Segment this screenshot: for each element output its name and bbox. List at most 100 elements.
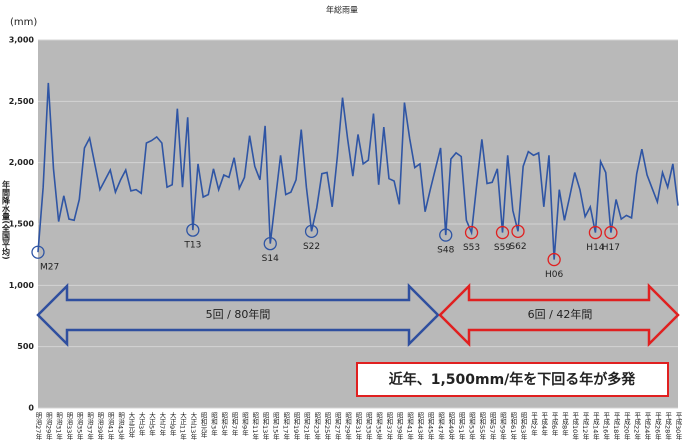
x-tick-label: 明治31年 — [55, 412, 63, 441]
y-tick-label: 1,500 — [9, 220, 35, 229]
x-tick-label: 昭和41年 — [406, 412, 414, 441]
highlight-marker — [304, 224, 319, 239]
x-tick-label: 昭和元年 — [199, 412, 207, 440]
x-tick-label: 昭和43年 — [416, 412, 424, 441]
arrows: 5回 / 80年間 6回 / 42年間 — [36, 282, 680, 348]
x-tick-label: 昭和55年 — [478, 412, 486, 441]
x-tick-label: 平成20年 — [622, 412, 630, 441]
x-tick-label: 明治29年 — [44, 412, 52, 441]
highlight-marker — [464, 225, 479, 240]
x-tick-label: 昭和13年 — [261, 412, 269, 441]
highlight-marker — [31, 245, 45, 259]
point-label: T13 — [183, 241, 201, 251]
y-tick-label: 2,500 — [9, 97, 35, 106]
x-tick-label: 大正7年 — [158, 411, 166, 437]
point-label: S59 — [494, 243, 511, 253]
x-tick-label: 平成2年 — [529, 412, 537, 437]
x-tick-label: 昭和9年 — [240, 412, 248, 437]
y-tick-label: 500 — [17, 342, 34, 351]
y-tick-label: 3,000 — [9, 36, 35, 45]
data-line — [37, 82, 679, 260]
x-tick-label: 昭和21年 — [302, 412, 310, 441]
x-tick-label: 明治39年 — [96, 412, 104, 441]
x-tick-label: 平成8年 — [560, 412, 568, 437]
x-tick-label: 昭和51年 — [457, 412, 465, 441]
y-axis-label: 年間降水量(全国平均) — [1, 179, 11, 259]
x-tick-label: 昭和5年 — [220, 412, 228, 437]
x-tick-label: 昭和29年 — [344, 412, 352, 441]
highlight-marker — [588, 225, 603, 240]
x-tick-label: 明治27年 — [34, 412, 42, 441]
x-tick-label: 大正3年 — [137, 411, 145, 437]
point-label: M27 — [40, 263, 59, 273]
x-tick-label: 昭和23年 — [313, 412, 321, 441]
highlight-marker — [604, 225, 618, 240]
point-label: H06 — [545, 270, 563, 280]
note: 近年、1,500mm/年を下回る年が多発 — [389, 371, 637, 388]
x-tick-label: 大正11年 — [179, 411, 187, 441]
x-tick-label: 平成6年 — [550, 412, 558, 437]
arrow-label: 6回 / 42年間 — [528, 307, 593, 321]
x-tick-label: 昭和53年 — [468, 412, 476, 441]
x-tick-label: 平成14年 — [591, 412, 599, 441]
highlight-marker — [263, 236, 277, 251]
x-tick-label: 明治33年 — [65, 412, 73, 441]
note-box — [356, 362, 669, 397]
y-tick-label: 2,000 — [9, 158, 35, 167]
x-tick-label: 平成12年 — [581, 412, 589, 441]
point-label: H14 — [586, 243, 604, 253]
x-tick-label: 昭和15年 — [271, 412, 279, 441]
x-tick-label: 昭和17年 — [282, 412, 290, 441]
x-tick-label: 昭和59年 — [499, 412, 507, 441]
highlight-marker — [547, 252, 561, 267]
highlight-marker — [439, 228, 453, 242]
x-tick-label: 明治37年 — [86, 412, 94, 441]
x-tick-label: 昭和37年 — [385, 412, 393, 441]
x-tick-label: 平成18年 — [612, 412, 620, 441]
y-tick-label: 0 — [28, 404, 34, 413]
x-tick-label: 昭和49年 — [447, 412, 455, 441]
x-tick-label: 昭和39年 — [395, 412, 403, 441]
point-label: S48 — [437, 246, 454, 256]
x-tick-label: 平成30年 — [674, 412, 682, 441]
x-tick-label: 平成16年 — [602, 412, 610, 441]
arrow-label: 5回 / 80年間 — [206, 307, 271, 321]
x-tick-label: 大正5年 — [148, 411, 156, 437]
x-tick-label: 平成24年 — [643, 412, 651, 441]
x-tick-label: 昭和27年 — [333, 412, 341, 441]
x-tick-label: 昭和31年 — [354, 412, 362, 441]
x-tick-label: 昭和45年 — [426, 412, 434, 441]
x-tick-label: 昭和11年 — [251, 412, 259, 441]
x-tick-label: 大正元年 — [127, 411, 135, 440]
y-unit: (mm) — [10, 17, 37, 28]
x-tick-label: 昭和57年 — [488, 412, 496, 441]
x-tick-label: 平成10年 — [571, 412, 579, 441]
x-tick-label: 大正9年 — [168, 411, 176, 437]
x-tick-label: 平成22年 — [633, 412, 641, 441]
x-tick-label: 昭和19年 — [292, 412, 300, 441]
highlight-marker — [186, 223, 200, 237]
chart-title: 年総雨量 — [326, 5, 358, 15]
point-label: S62 — [509, 242, 526, 252]
x-tick-label: 昭和33年 — [364, 412, 372, 441]
x-tick-label: 明治43年 — [117, 412, 125, 441]
x-tick-label: 平成4年 — [540, 412, 548, 437]
arrow-blue — [36, 282, 440, 348]
x-tick-label: 明治35年 — [75, 412, 83, 441]
x-tick-label: 大正13年 — [189, 411, 197, 441]
point-label: S53 — [463, 243, 480, 253]
x-tick-label: 昭和7年 — [230, 412, 238, 437]
x-tick-label: 平成28年 — [664, 412, 672, 441]
x-tick-label: 平成26年 — [653, 412, 661, 441]
x-tick-label: 昭和3年 — [209, 412, 217, 437]
x-tick-label: 昭和47年 — [437, 412, 445, 441]
x-tick-label: 昭和35年 — [375, 412, 383, 441]
x-tick-label: 昭和61年 — [509, 412, 517, 441]
point-label: S22 — [303, 242, 320, 252]
arrow-red — [438, 282, 680, 348]
y-tick-label: 1,000 — [9, 281, 35, 290]
x-tick-label: 昭和25年 — [323, 412, 331, 441]
highlight-marker — [511, 224, 525, 239]
x-tick-label: 昭和63年 — [519, 412, 527, 441]
